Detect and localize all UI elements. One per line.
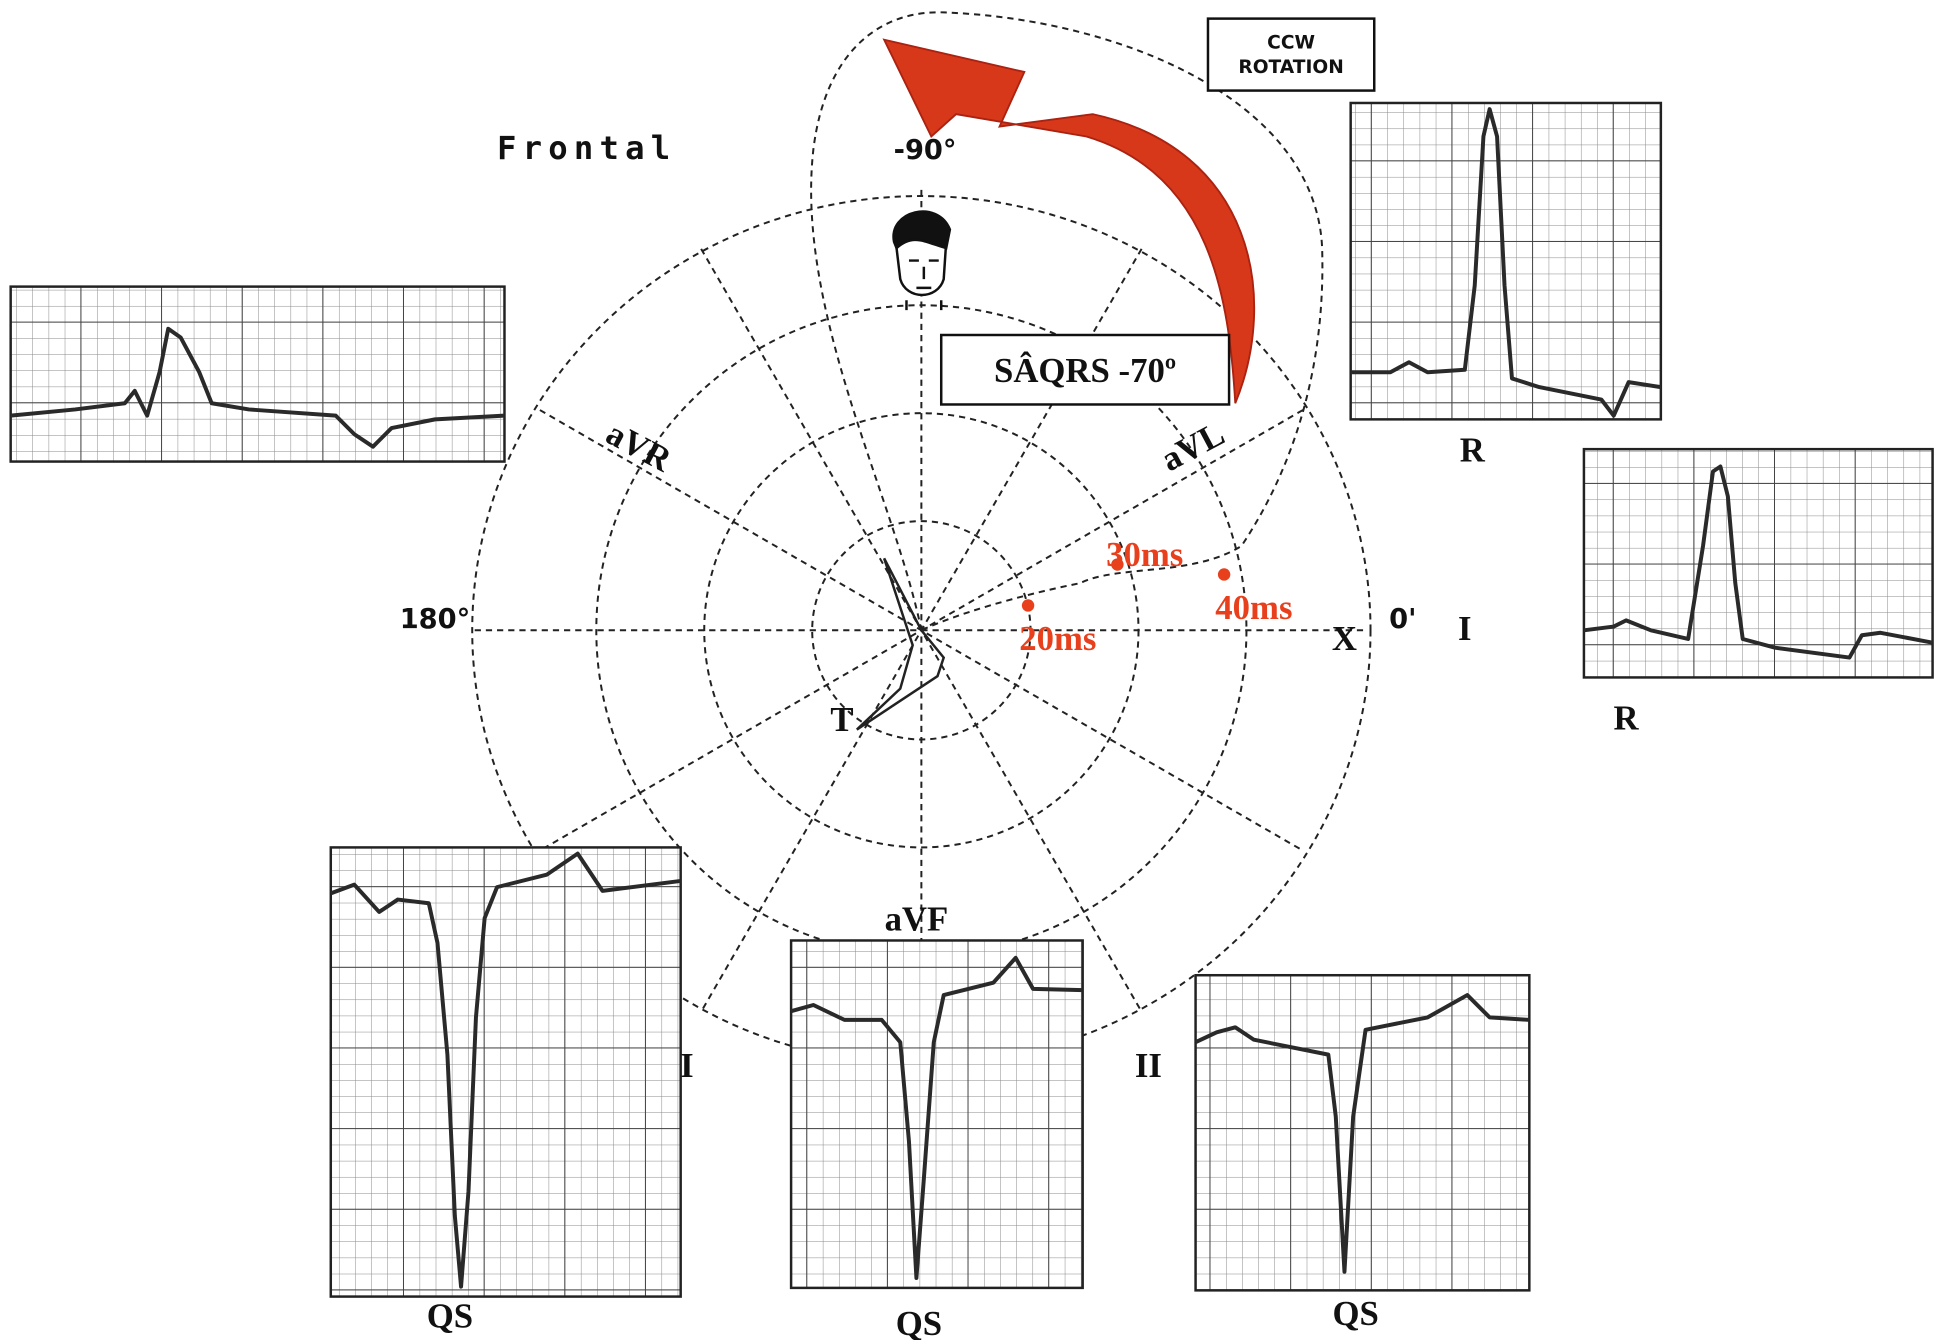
ecg-strip [1349,101,1663,421]
t-label: T [830,700,853,739]
axis-label: SÂQRS -70º [994,351,1176,390]
lead-label: I [1458,609,1472,648]
ecg-trace [790,955,1083,1280]
lead-label: I [680,1046,694,1085]
wave-label: QS [427,1297,473,1336]
head-icon [892,210,952,311]
time-label: 40ms [1215,588,1292,627]
time-dot [1021,599,1035,612]
angle-label: 0' [1389,604,1416,635]
time-dot [1111,558,1124,571]
wave-label: QS [896,1304,942,1340]
ecg-strip [789,939,1084,1290]
ecg-trace [1194,993,1530,1274]
ecg-strip [9,285,506,463]
t-loop [856,557,946,731]
ecg-strip [329,846,682,1298]
lead-label: aVL [1155,414,1231,479]
wave-label: QS [1332,1294,1378,1333]
title: Frontal [497,129,676,167]
time-dot [1217,568,1231,581]
lead-label: X [1332,619,1357,658]
grid-large [1194,973,1531,1292]
ecg-trace [1583,464,1933,660]
lead-label: II [1135,1046,1162,1085]
grid-large [1349,101,1663,421]
rotation-label: CCW [1267,32,1315,53]
ecg-strip [1582,447,1934,679]
time-label: 20ms [1019,619,1096,658]
grid-large [329,846,682,1298]
grid-large [789,939,1084,1290]
ecg-trace [10,326,505,449]
lead-label: aVF [885,900,949,939]
wave-label: R [1460,431,1486,470]
wave-label: R [1614,699,1640,738]
rotation-arrow [882,38,1256,404]
qrs-loop [810,11,1324,632]
axis-box [939,333,1231,406]
angle-label: -90° [894,135,957,166]
ecg-trace [330,851,681,1289]
angle-label: 180° [400,604,471,635]
grid-large [1582,447,1934,679]
grid-large [9,285,506,463]
time-label: 30ms [1106,535,1183,574]
rotation-label: ROTATION [1238,57,1343,78]
ecg-strip [1194,973,1531,1292]
rotation-box [1206,17,1376,92]
ecg-trace [1350,107,1662,418]
